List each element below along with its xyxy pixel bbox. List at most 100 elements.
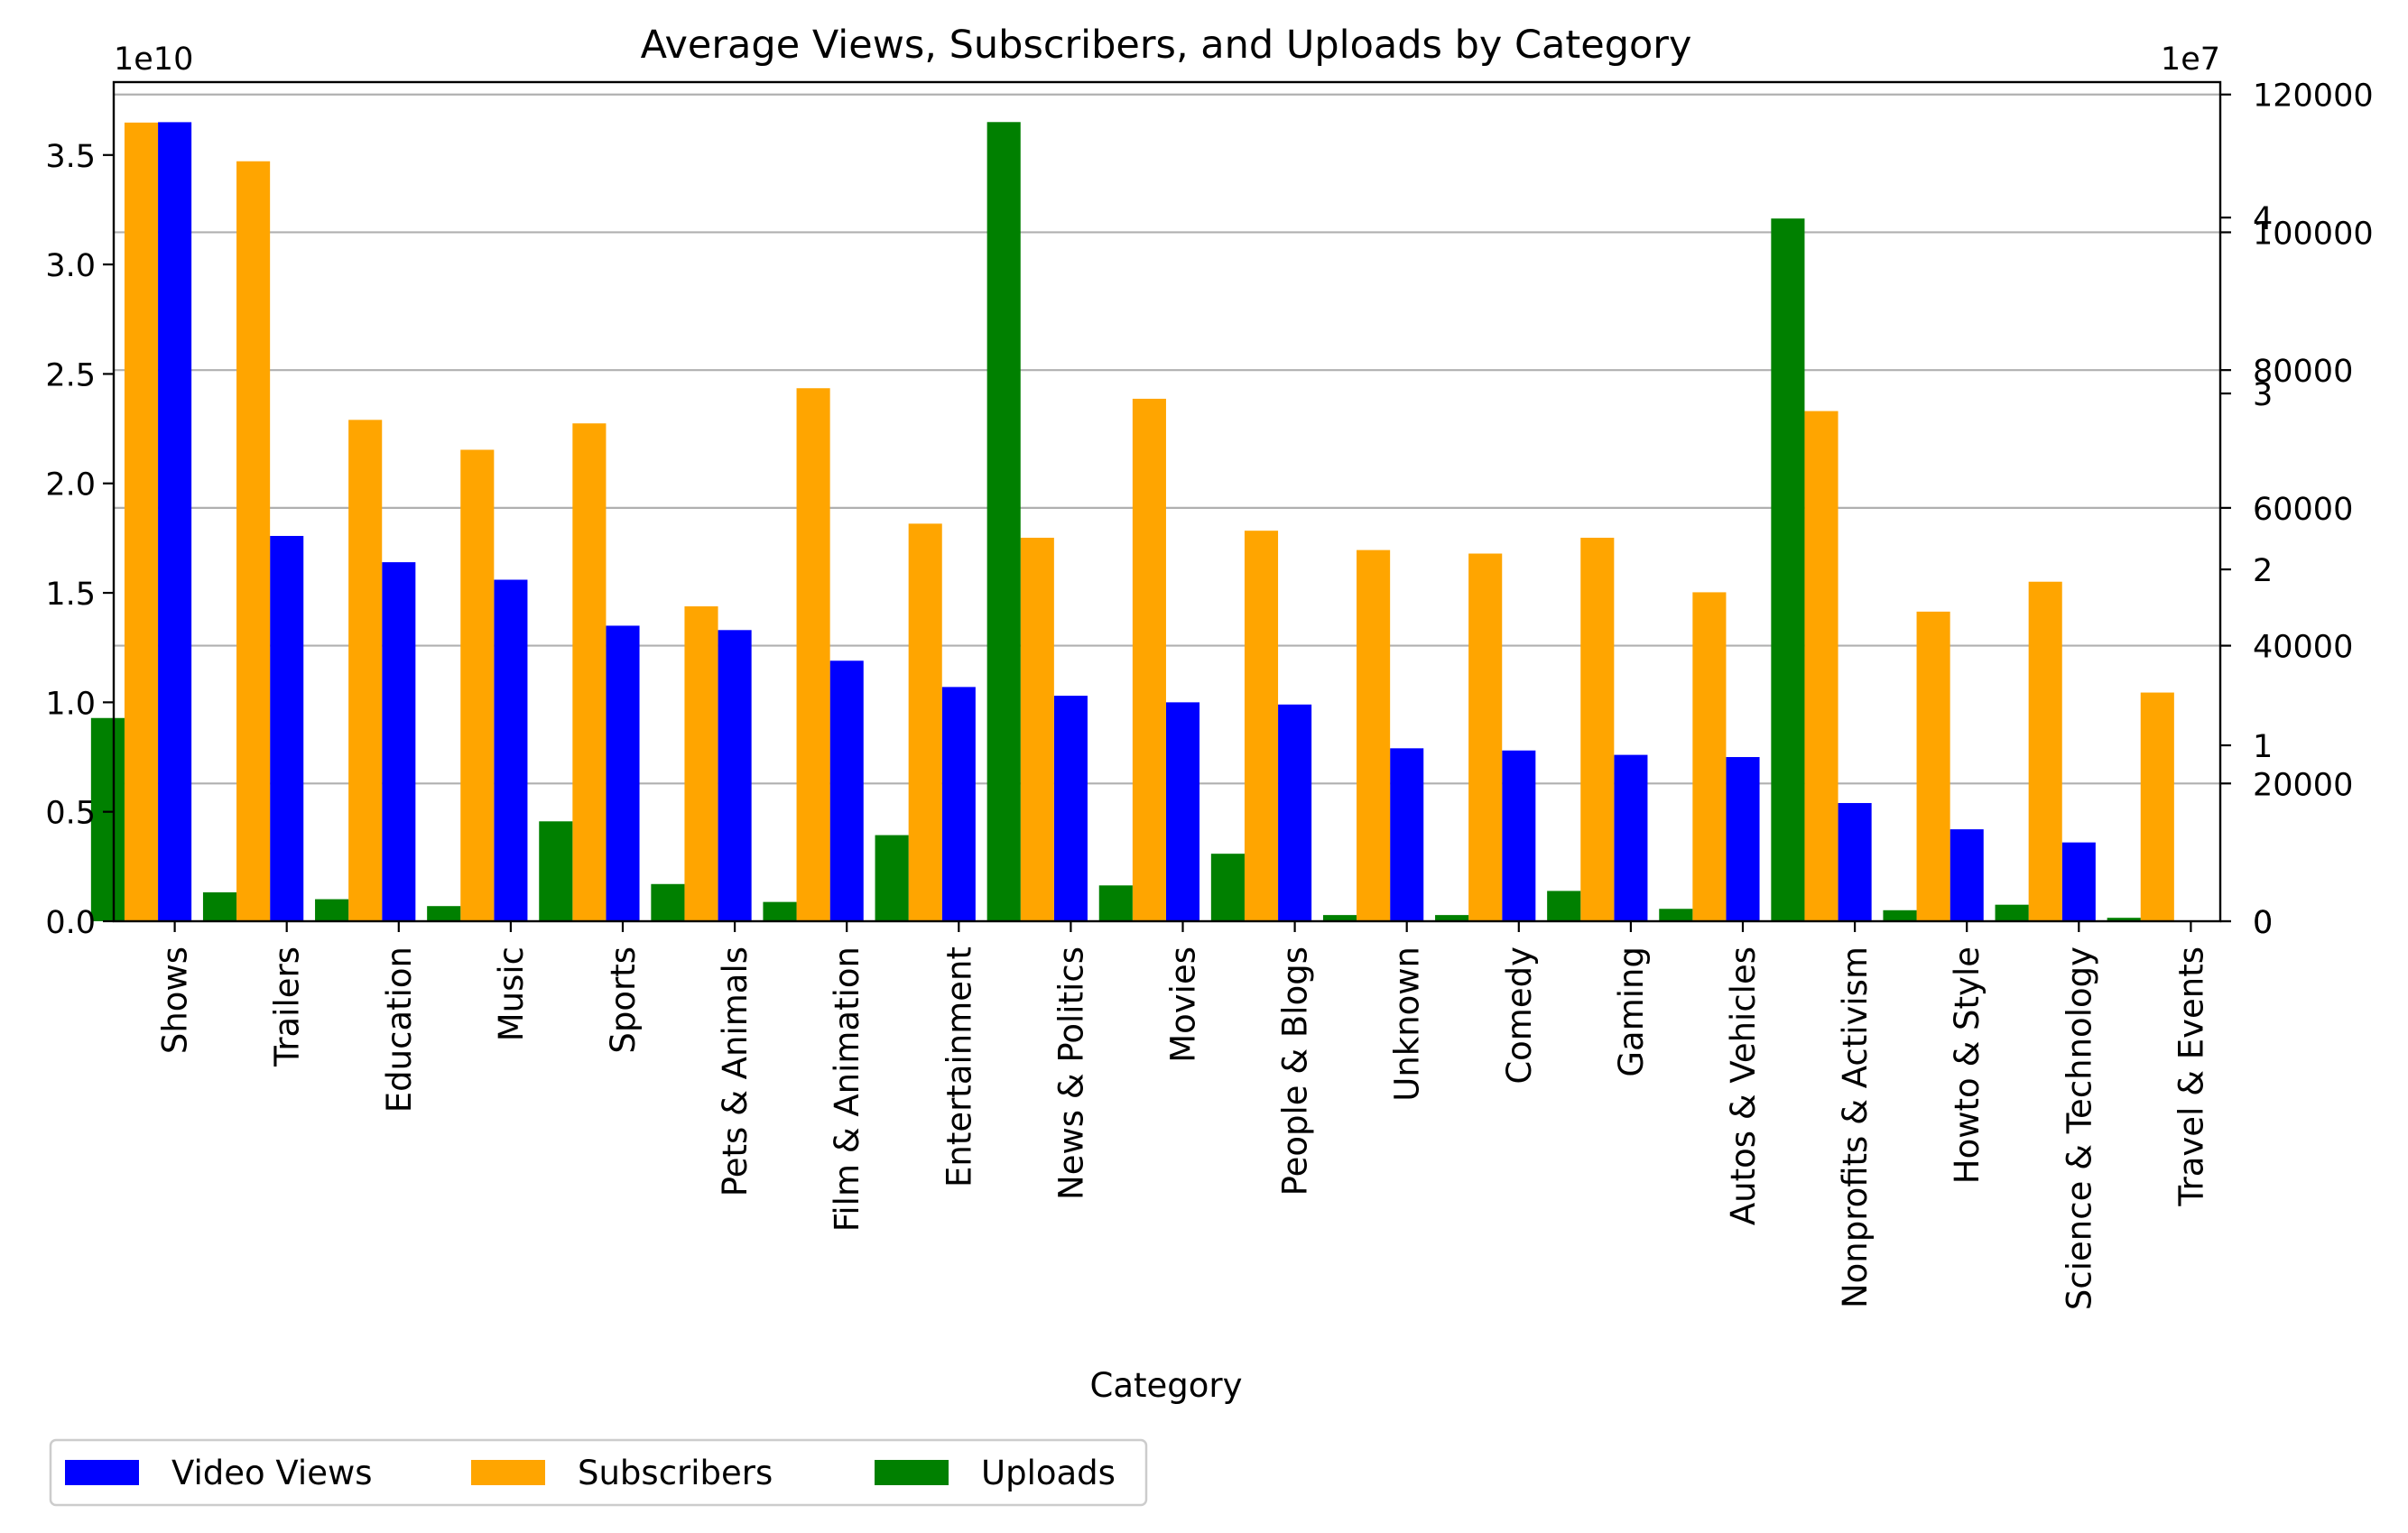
- bar-video-views-15: [1838, 802, 1872, 921]
- bar-uploads-10: [1210, 854, 1245, 921]
- left-tick-label: 1.0: [45, 686, 96, 722]
- bar-uploads-2: [315, 899, 349, 921]
- bar-subscribers-13: [1580, 537, 1615, 921]
- bar-subscribers-2: [348, 420, 383, 922]
- bar-subscribers-15: [1804, 411, 1838, 921]
- bar-uploads-1: [202, 891, 237, 921]
- bar-uploads-18: [2107, 918, 2141, 921]
- bar-subscribers-11: [1357, 549, 1391, 921]
- grid-layer: [114, 93, 2220, 785]
- legend-label-uploads: Uploads: [981, 1454, 1116, 1492]
- bar-video-views-13: [1614, 754, 1648, 921]
- subscribers-tick-label: 3: [2253, 377, 2273, 413]
- x-tick-label: Education: [380, 947, 419, 1113]
- bar-subscribers-9: [1132, 398, 1166, 922]
- left-tick-label: 1.5: [45, 577, 96, 613]
- x-tick-label: Pets & Animals: [716, 947, 755, 1196]
- bar-video-views-16: [1950, 829, 1984, 921]
- uploads-tick-label: 120000: [2253, 78, 2374, 115]
- uploads-tick-label: 40000: [2253, 630, 2353, 666]
- x-tick-label: Entertainment: [940, 947, 978, 1187]
- left-tick-label: 3.0: [45, 248, 96, 284]
- left-tick-label: 3.5: [45, 139, 96, 175]
- bar-uploads-3: [427, 906, 461, 921]
- bar-subscribers-3: [460, 449, 495, 922]
- legend-label-video-views: Video Views: [171, 1454, 373, 1492]
- legend-swatch-uploads: [875, 1460, 949, 1485]
- bar-subscribers-16: [1916, 611, 1950, 921]
- subscribers-tick-label: 4: [2253, 201, 2273, 237]
- bar-uploads-14: [1659, 909, 1693, 921]
- subscribers-tick-label: 1: [2253, 729, 2273, 765]
- bar-video-views-3: [494, 579, 528, 921]
- bar-video-views-17: [2061, 842, 2096, 921]
- x-tick-label: Movies: [1164, 947, 1203, 1063]
- bar-subscribers-10: [1244, 531, 1279, 921]
- bar-video-views-4: [606, 625, 640, 921]
- left-tick-label: 0.0: [45, 905, 96, 941]
- bar-subscribers-0: [124, 122, 159, 921]
- uploads-tick-label: 100000: [2253, 216, 2374, 252]
- bar-uploads-4: [539, 821, 573, 921]
- x-tick-label: Sports: [604, 947, 643, 1054]
- bar-uploads-11: [1322, 915, 1357, 921]
- left-axis-scale: 1e10: [114, 42, 193, 78]
- x-tick-label: Trailers: [268, 947, 307, 1067]
- bar-subscribers-18: [2140, 692, 2174, 921]
- bar-uploads-9: [1098, 885, 1133, 921]
- bar-video-views-6: [829, 660, 864, 921]
- legend-swatch-subscribers: [471, 1460, 545, 1485]
- x-tick-label: Film & Animation: [828, 947, 866, 1232]
- x-tick-label: Travel & Events: [2172, 947, 2210, 1207]
- bar-uploads-15: [1771, 218, 1805, 922]
- x-tick-label: Autos & Vehicles: [1724, 947, 1763, 1225]
- bar-uploads-12: [1435, 915, 1469, 921]
- bar-uploads-13: [1547, 891, 1581, 921]
- bar-subscribers-6: [796, 388, 830, 922]
- legend-box: [49, 1438, 1148, 1507]
- bar-video-views-2: [382, 562, 416, 921]
- bar-uploads-7: [875, 835, 909, 921]
- subscribers-tick-label: 0: [2253, 905, 2273, 941]
- bar-subscribers-4: [572, 423, 607, 921]
- uploads-tick-label: 60000: [2253, 492, 2353, 528]
- bar-uploads-16: [1883, 910, 1917, 921]
- bar-video-views-9: [1165, 702, 1200, 921]
- x-tick-label: Comedy: [1500, 947, 1539, 1085]
- legend: Video Views Subscribers Uploads: [49, 1438, 1148, 1507]
- x-tick-label: News & Politics: [1051, 947, 1090, 1200]
- bar-video-views-1: [270, 535, 304, 921]
- axes-layer: 0.00.51.01.52.02.53.03.51e10012341e70200…: [45, 42, 2373, 1310]
- bar-subscribers-12: [1468, 553, 1503, 921]
- bar-subscribers-1: [236, 161, 271, 922]
- uploads-tick-label: 80000: [2253, 354, 2353, 390]
- subscribers-axis-scale: 1e7: [2161, 42, 2220, 78]
- bar-uploads-5: [651, 883, 685, 921]
- subscribers-tick-label: 2: [2253, 553, 2273, 589]
- bar-uploads-6: [763, 901, 797, 921]
- x-tick-label: Howto & Style: [1948, 947, 1987, 1184]
- legend-label-subscribers: Subscribers: [578, 1454, 773, 1492]
- bar-subscribers-7: [908, 523, 942, 921]
- legend-swatch-video-views: [65, 1460, 139, 1485]
- bar-subscribers-17: [2028, 581, 2062, 921]
- bar-video-views-0: [158, 122, 192, 921]
- bar-video-views-7: [941, 687, 976, 921]
- uploads-tick-label: 20000: [2253, 767, 2353, 803]
- bar-video-views-8: [1053, 696, 1088, 921]
- bar-video-views-14: [1726, 757, 1760, 921]
- x-tick-label: Music: [492, 947, 531, 1041]
- uploads-tick-label: 0: [2253, 905, 2273, 941]
- bar-video-views-11: [1390, 748, 1424, 921]
- bar-subscribers-14: [1692, 592, 1727, 921]
- bar-uploads-8: [986, 122, 1021, 922]
- x-tick-label: Unknown: [1388, 947, 1427, 1102]
- bar-subscribers-8: [1020, 537, 1054, 921]
- x-axis-label: Category: [1089, 1366, 1242, 1405]
- bars-layer: [90, 122, 2174, 922]
- left-tick-label: 0.5: [45, 796, 96, 832]
- bar-video-views-12: [1502, 750, 1536, 921]
- left-tick-label: 2.5: [45, 357, 96, 393]
